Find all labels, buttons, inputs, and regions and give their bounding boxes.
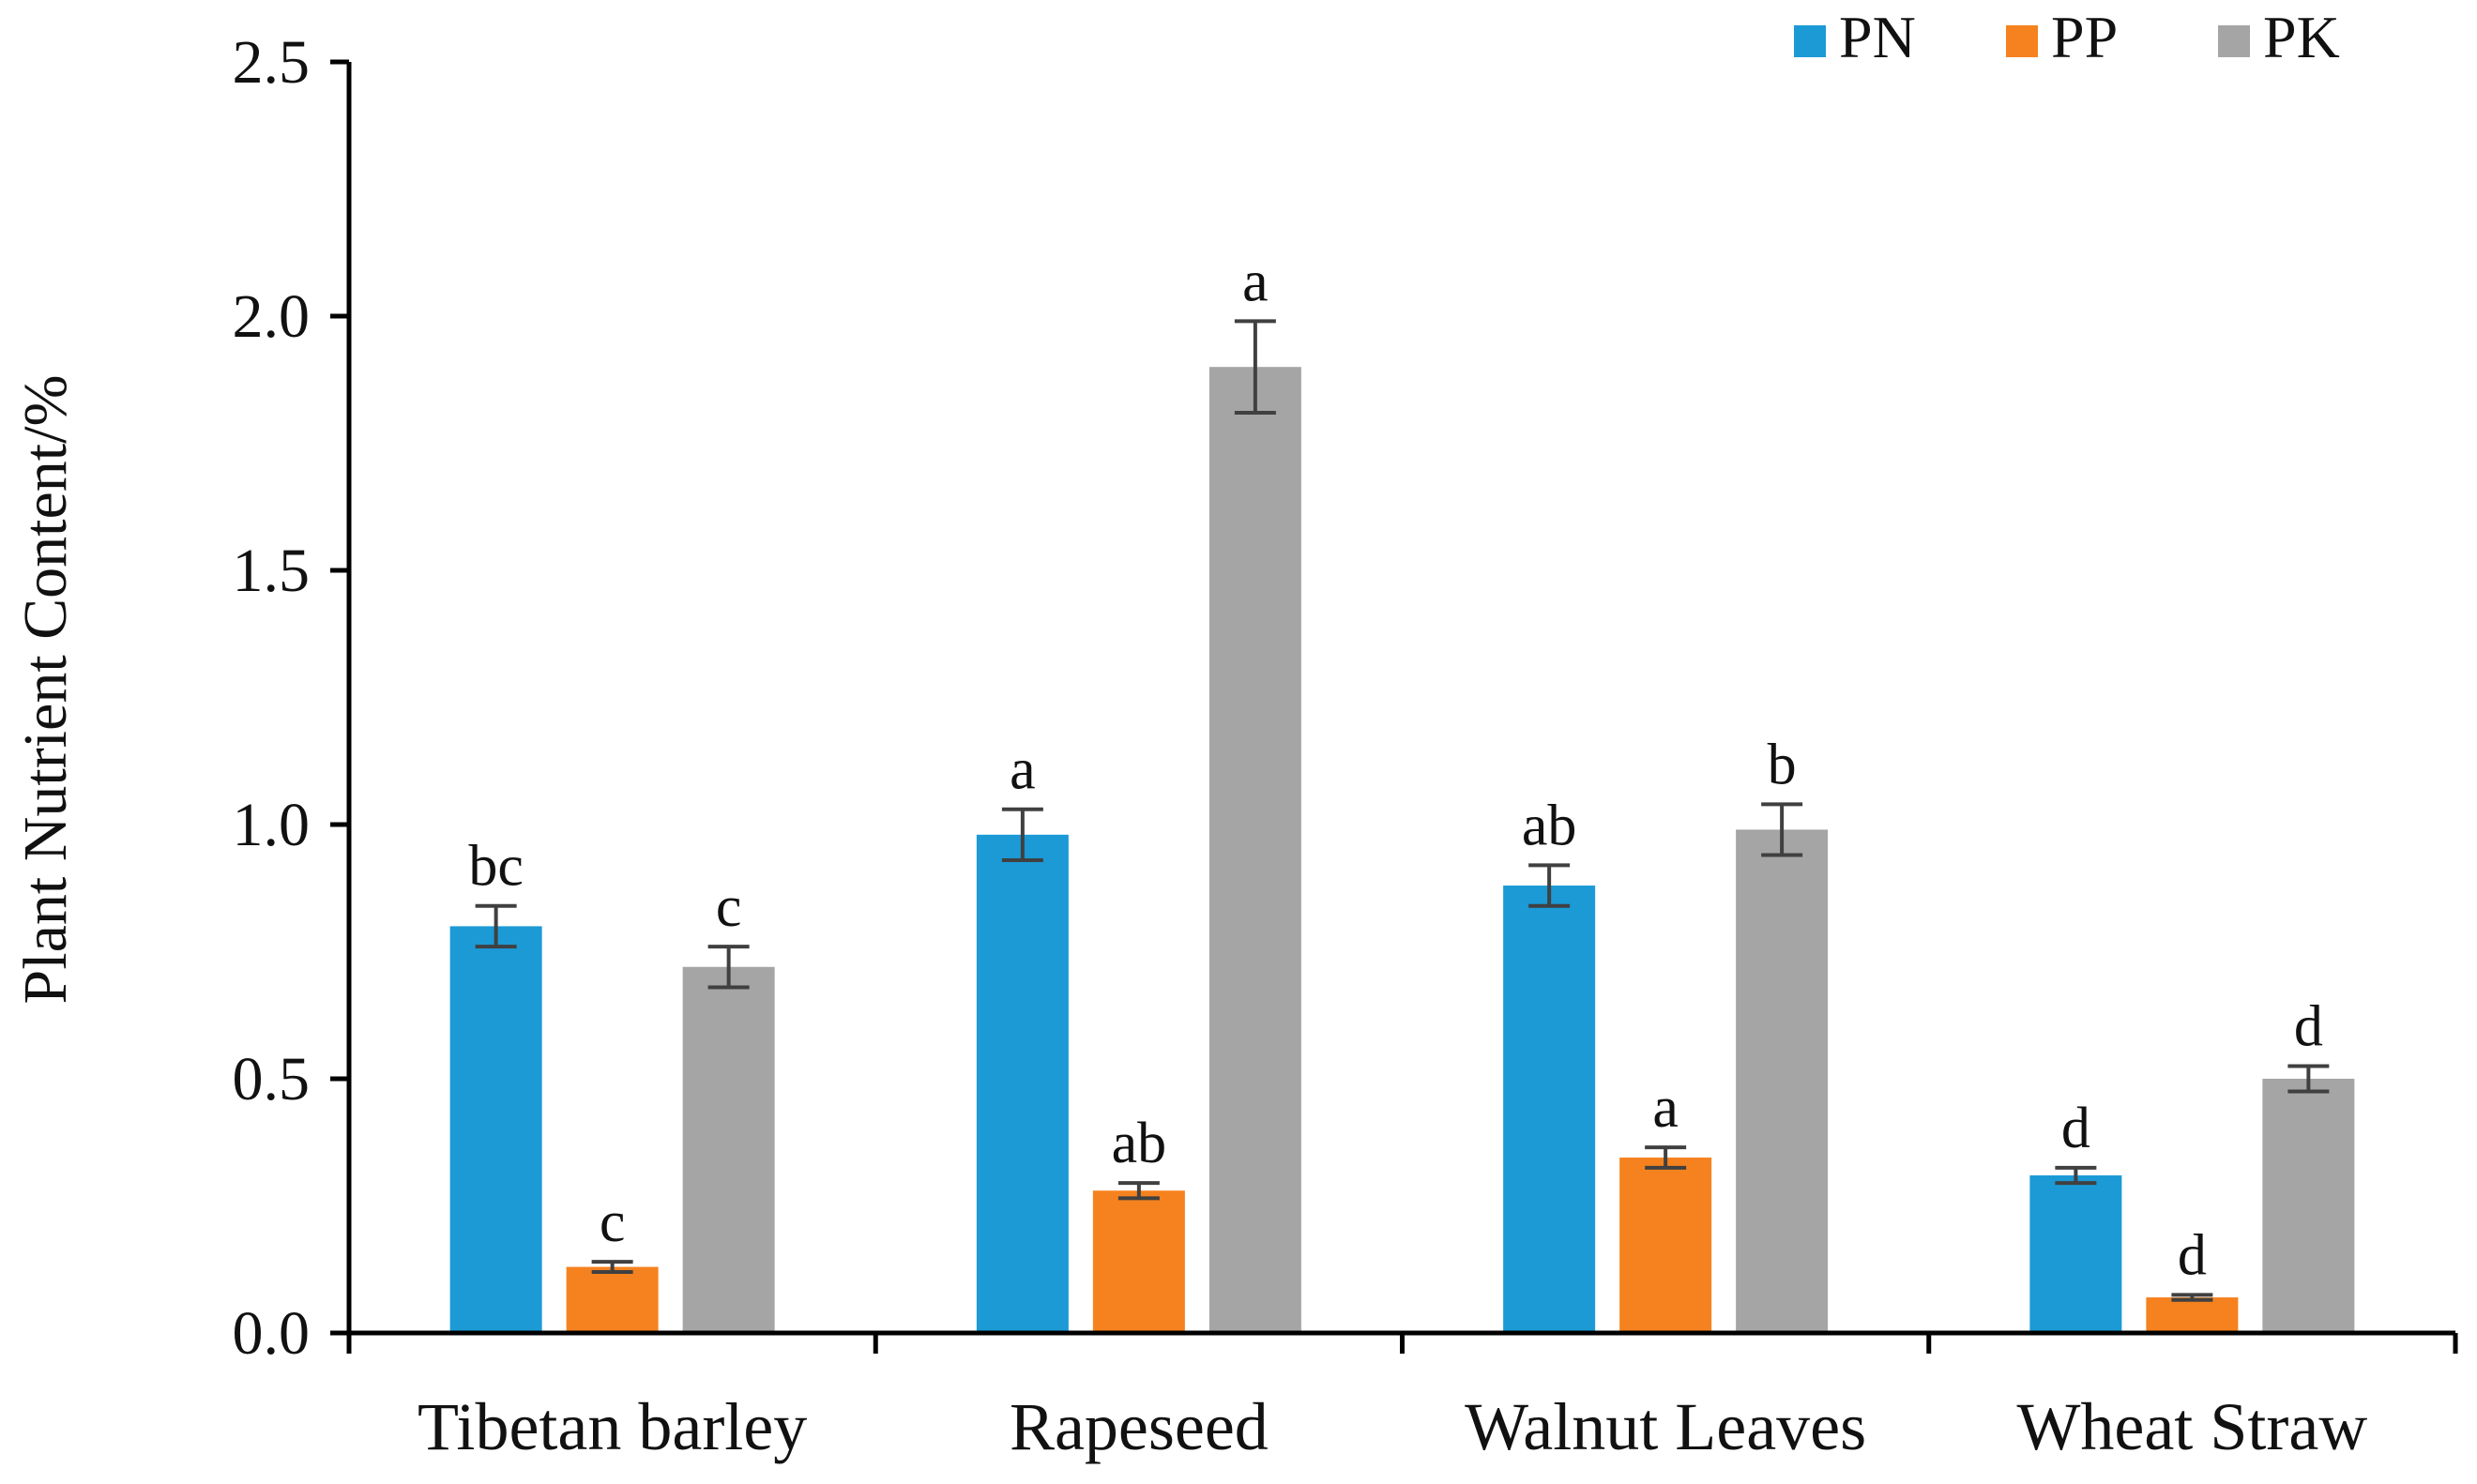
sig-label-pp-0: c [600,1190,626,1254]
bar-pp-3 [2146,1297,2239,1333]
legend-swatch [2006,25,2038,57]
y-axis-label: Plant Nutrient Content/% [11,375,80,1005]
category-labels: Tibetan barley Rapeseed Walnut Leaves Wheat… [418,1389,2367,1464]
error-bar-pn-0 [475,903,517,949]
error-bar-pp-2 [1645,1145,1687,1170]
error-bars [475,319,2330,1302]
error-bar-pn-2 [1528,863,1571,908]
bar-pp-1 [1092,1190,1185,1333]
y-tick-label: 1.5 [233,537,311,605]
error-bar-pp-1 [1117,1181,1160,1201]
sig-label-pp-1: ab [1112,1112,1167,1175]
sig-label-pp-3: d [2178,1223,2207,1287]
sig-label-pk-0: c [716,875,742,939]
y-tick-label: 0.5 [233,1045,311,1113]
legend-item-pp: PP [2006,4,2118,70]
sig-label-pp-2: a [1652,1076,1679,1140]
x-category-label: Wheat Straw [2016,1389,2367,1464]
bar-pp-2 [1619,1158,1712,1333]
bar-pn-3 [2029,1174,2122,1333]
legend-item-pk: PK [2218,4,2340,70]
error-bar-pk-1 [1234,319,1276,415]
bar-pn-2 [1503,886,1596,1333]
bar-pn-1 [976,834,1069,1333]
sig-label-pk-2: b [1768,733,1797,796]
sig-label-pn-0: bc [468,835,524,899]
legend-label: PN [1839,4,1916,70]
error-bar-pk-2 [1761,802,1803,857]
bar-pk-0 [682,966,775,1333]
bar-pk-3 [2262,1079,2355,1333]
y-ticks: 0.0 0.5 1.0 1.5 2.0 2.5 [233,28,349,1368]
y-tick-label: 2.0 [233,282,311,351]
bar-pk-1 [1208,367,1301,1334]
bar-pn-0 [449,926,542,1333]
error-bar-pn-1 [1001,807,1043,862]
sig-label-pn-1: a [1010,738,1036,802]
error-bar-pp-3 [2171,1293,2213,1302]
x-category-label: Rapeseed [1010,1389,1269,1464]
bar-pk-2 [1736,829,1829,1333]
x-category-label: Walnut Leaves [1465,1389,1866,1464]
error-bar-pp-0 [591,1260,633,1274]
y-tick-label: 0.0 [233,1299,311,1368]
legend-item-pn: PN [1794,4,1916,70]
axes [346,62,2458,1354]
sig-label-pn-3: d [2061,1097,2090,1160]
sig-label-pk-3: d [2294,994,2323,1058]
legend: PN PP PK [1794,4,2340,70]
error-bar-pk-0 [707,945,750,990]
legend-label: PP [2051,4,2118,70]
x-category-label: Tibetan barley [418,1389,807,1464]
bars [449,367,2355,1334]
legend-label: PK [2263,4,2340,70]
y-tick-label: 2.5 [233,28,311,97]
error-bar-pk-3 [2287,1064,2330,1094]
y-tick-label: 1.0 [233,791,311,859]
legend-swatch [2218,25,2250,57]
bar-pp-0 [566,1266,659,1333]
sig-label-pk-1: a [1242,250,1269,313]
error-bar-pn-3 [2055,1165,2097,1186]
sig-label-pn-2: ab [1522,794,1577,857]
legend-swatch [1794,25,1826,57]
